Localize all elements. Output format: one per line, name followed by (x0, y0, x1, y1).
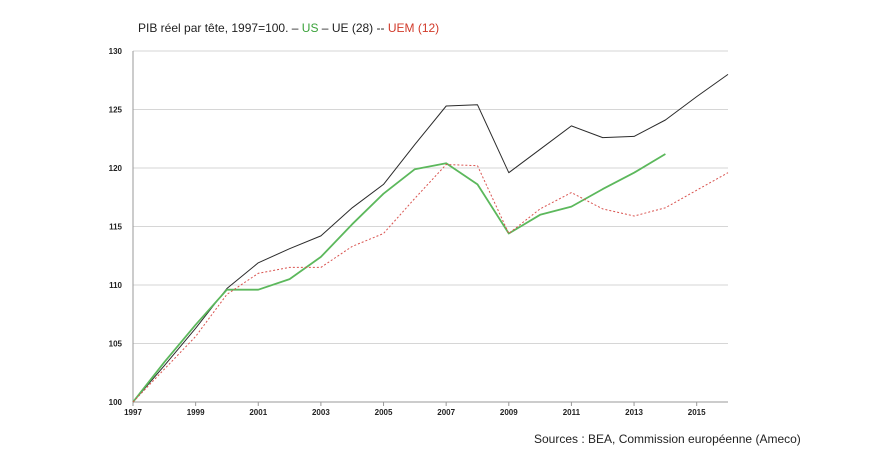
series-line-us (132, 153, 666, 403)
x-tick-label: 2015 (688, 408, 706, 417)
y-tick-label: 105 (109, 340, 123, 349)
y-tick-label: 125 (109, 106, 123, 115)
y-tick-label: 120 (109, 164, 123, 173)
series-line-uem-12 (132, 164, 729, 403)
x-tick-label: 2005 (375, 408, 393, 417)
y-tick-label: 130 (109, 47, 123, 56)
legend-uem12: UEM (12) (387, 21, 440, 35)
title-separator: – (318, 21, 332, 35)
chart-title: PIB réel par tête, 1997=100. – US – UE (… (138, 21, 439, 35)
y-tick-label: 110 (109, 281, 122, 290)
x-tick-label: 2013 (625, 408, 643, 417)
axes (132, 51, 728, 406)
x-tick-label: 2011 (563, 408, 581, 417)
legend-us: US (301, 21, 319, 35)
series-line-ue-28 (132, 73, 729, 403)
x-tick-label: 1997 (124, 408, 142, 417)
x-tick-label: 2009 (500, 408, 518, 417)
series-group (132, 73, 729, 403)
x-tick-label: 2001 (249, 408, 267, 417)
source-note: Sources : BEA, Commission européenne (Am… (534, 432, 801, 446)
x-tick-label: 1999 (187, 408, 205, 417)
y-tick-label: 115 (109, 223, 122, 232)
grid (133, 50, 728, 403)
legend-ue28: UE (28) (331, 21, 374, 35)
x-tick-label: 2003 (312, 408, 330, 417)
title-text: PIB réel par tête, 1997=100. (138, 21, 289, 35)
y-tick-label: 100 (109, 398, 123, 407)
tick-labels: 100 105 110 115 120 125 130 1997 1999 2001 2003 200… (109, 47, 706, 417)
title-separator: – (288, 21, 302, 35)
title-separator: -- (373, 21, 388, 35)
x-tick-label: 2007 (437, 408, 455, 417)
